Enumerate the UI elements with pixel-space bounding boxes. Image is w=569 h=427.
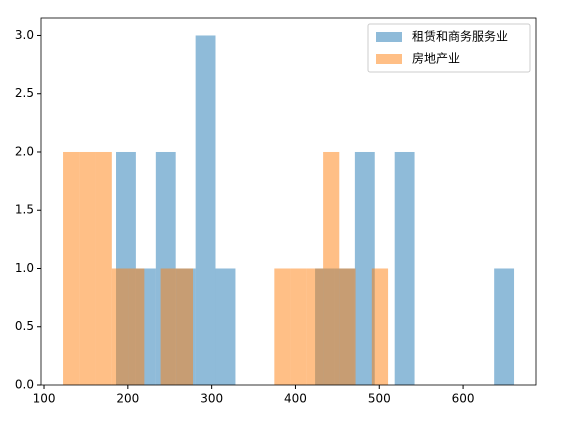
- bar: [195, 35, 216, 385]
- y-tick-label: 3.0: [15, 28, 34, 42]
- x-tick-label: 400: [284, 392, 307, 406]
- bar: [306, 268, 324, 385]
- y-tick-label: 0.5: [15, 319, 34, 333]
- bar: [339, 268, 356, 385]
- bar: [95, 151, 112, 385]
- bar: [371, 268, 389, 385]
- y-tick-label: 1.5: [15, 203, 34, 217]
- legend-label: 租赁和商务服务业: [412, 29, 508, 44]
- bar: [79, 151, 96, 385]
- x-tick-label: 300: [200, 392, 223, 406]
- x-tick-label: 100: [33, 392, 56, 406]
- bar: [111, 268, 129, 385]
- legend-swatch: [376, 54, 402, 64]
- bar: [160, 268, 177, 385]
- bar: [215, 268, 236, 385]
- y-tick-label: 0.0: [15, 378, 34, 392]
- bar: [494, 268, 515, 385]
- bar: [323, 151, 340, 385]
- bar: [63, 151, 80, 385]
- y-tick-label: 1.0: [15, 261, 34, 275]
- legend-swatch: [376, 32, 402, 42]
- bar: [176, 268, 194, 385]
- plot-frame: [40, 17, 537, 386]
- bar: [354, 151, 375, 385]
- x-tick-label: 600: [452, 392, 475, 406]
- x-tick-label: 500: [368, 392, 391, 406]
- y-tick-label: 2.0: [15, 144, 34, 158]
- x-tick-label: 200: [116, 392, 139, 406]
- legend-box: [367, 23, 531, 73]
- bar: [394, 151, 415, 385]
- bar: [290, 268, 307, 385]
- y-tick-label: 2.5: [15, 86, 34, 100]
- bar: [274, 268, 291, 385]
- bar: [128, 268, 145, 385]
- legend-label: 房地产业: [412, 51, 460, 66]
